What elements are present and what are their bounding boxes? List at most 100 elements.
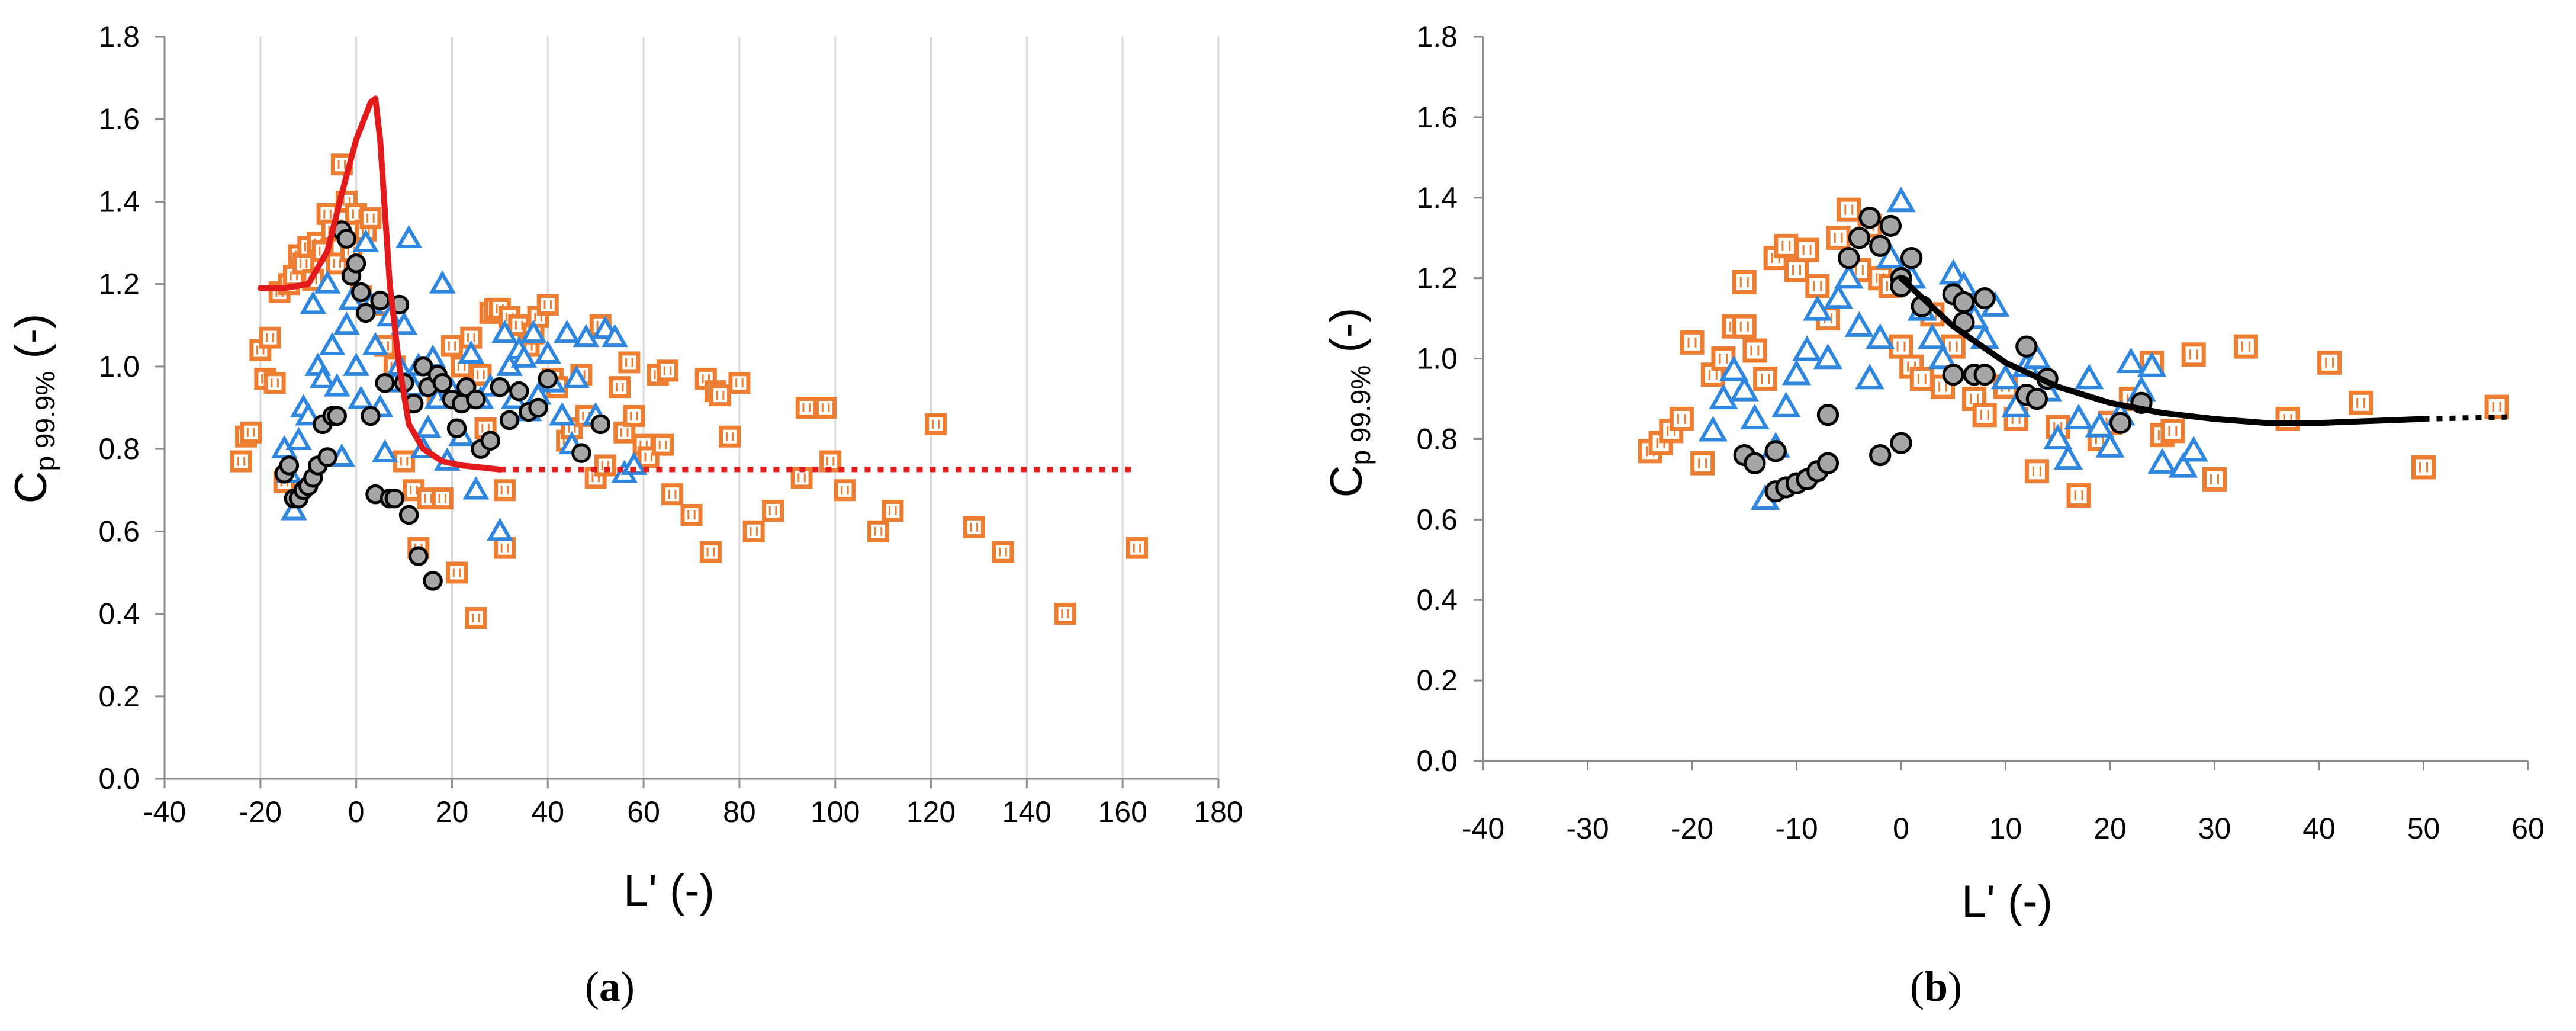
circle-point — [1953, 291, 1975, 314]
y-tick-label: 1.6 — [98, 102, 140, 136]
x-tick-label: 60 — [627, 795, 660, 828]
triangle-point — [1938, 259, 1968, 285]
x-tick-label: -20 — [1671, 812, 1713, 845]
panel-label: (a) — [585, 963, 635, 1010]
y-tick-label: 1.4 — [1416, 181, 1458, 214]
circle-point — [317, 447, 337, 467]
triangle-point — [491, 319, 518, 343]
circle-point — [1869, 235, 1892, 257]
triangle-point — [1834, 263, 1864, 289]
circle-point — [2025, 387, 2048, 410]
y-tick-label: 0.4 — [1416, 583, 1458, 616]
triangle-point — [2179, 436, 2208, 462]
triangle-point — [1803, 295, 1832, 321]
square-point — [1805, 274, 1830, 298]
y-tick-label: 0.4 — [98, 598, 140, 631]
circle-point — [528, 397, 548, 418]
fit-curve — [257, 95, 503, 473]
circle-point — [571, 443, 591, 463]
triangle-point — [1990, 363, 2021, 390]
x-tick-label: 30 — [2198, 812, 2231, 845]
circle-point — [423, 571, 443, 591]
circle-point — [384, 488, 405, 509]
square-point — [493, 537, 516, 559]
y-tick-label: 1.8 — [98, 20, 140, 53]
triangle-point — [2147, 448, 2177, 474]
circle-point — [499, 410, 520, 431]
square-point — [393, 450, 416, 473]
square-point — [834, 479, 856, 502]
circle-point — [490, 377, 510, 397]
y-tick-label: 0.6 — [98, 515, 140, 548]
square-point — [882, 500, 904, 522]
chart-panel-b: 0.0 0.2 0.4 0.6 0.8 1.0 1.2 1.4 1.6 1.8 -40 -30 -20 -… — [1321, 20, 2545, 1010]
y-tick-label: 0.0 — [98, 762, 140, 795]
square-point — [1732, 269, 1757, 294]
square-point — [1774, 233, 1799, 258]
circle-point — [375, 372, 395, 393]
square-point — [259, 326, 281, 349]
y-tick-label: 1.6 — [1416, 101, 1458, 134]
circle-point — [361, 406, 381, 426]
triangle-point — [549, 402, 575, 426]
square-point — [680, 503, 703, 526]
square-point — [1669, 406, 1694, 431]
triangle-point — [534, 340, 561, 364]
triangle-point — [295, 402, 322, 426]
panel-label: (b) — [1910, 963, 1962, 1010]
x-tick-label: -40 — [143, 795, 186, 828]
circle-point — [509, 381, 529, 402]
circle-point — [336, 229, 357, 249]
triangle-point — [391, 311, 417, 335]
square-point — [742, 520, 765, 542]
circle-point — [1816, 452, 1839, 474]
triangle-point — [1824, 283, 1853, 309]
square-point — [465, 607, 487, 629]
triangle-point — [1698, 416, 1728, 442]
triangle-point — [2064, 403, 2093, 430]
circle-point — [1816, 404, 1839, 426]
square-point — [440, 335, 463, 357]
square-point — [2349, 390, 2374, 415]
y-tick-label: 1.2 — [98, 268, 140, 301]
triangle-point — [2074, 363, 2104, 390]
square-point — [657, 359, 679, 382]
circle-point — [2109, 412, 2132, 434]
square-point — [446, 561, 468, 584]
square-point — [493, 479, 516, 502]
triangle-point — [1928, 343, 1958, 370]
square-point — [431, 487, 454, 510]
square-point — [728, 372, 751, 394]
square-point — [2202, 467, 2227, 492]
square-point — [2411, 455, 2436, 480]
triangle-point — [352, 229, 380, 252]
triangle-point — [1876, 243, 1906, 269]
triangle-point — [362, 332, 389, 356]
square-point — [263, 372, 286, 394]
triangle-point — [462, 476, 490, 500]
square-point — [925, 413, 947, 435]
triangle-point — [2116, 347, 2146, 374]
square-point — [1753, 367, 1778, 391]
triangle-point — [1781, 359, 1812, 386]
circle-point — [1942, 364, 1964, 386]
square-point — [1690, 451, 1715, 476]
y-tick-label: 1.8 — [1416, 20, 1458, 53]
square-point — [709, 384, 732, 407]
circle-point — [279, 455, 300, 476]
circle-point — [1744, 452, 1766, 474]
circle-point — [446, 418, 467, 439]
triangle-point — [333, 311, 360, 335]
fit-curve-extension — [2423, 414, 2507, 422]
triangle-point — [2022, 343, 2052, 370]
circle-point — [480, 431, 500, 451]
square-point — [1054, 603, 1076, 625]
triangle-point — [486, 518, 513, 541]
circle-point — [1858, 207, 1881, 229]
triangle-point — [1865, 323, 1895, 349]
triangle-point — [429, 270, 456, 294]
triangle-point — [2043, 423, 2073, 450]
square-point — [240, 421, 262, 444]
x-tick-label: 40 — [531, 795, 564, 828]
circle-point — [409, 546, 429, 566]
